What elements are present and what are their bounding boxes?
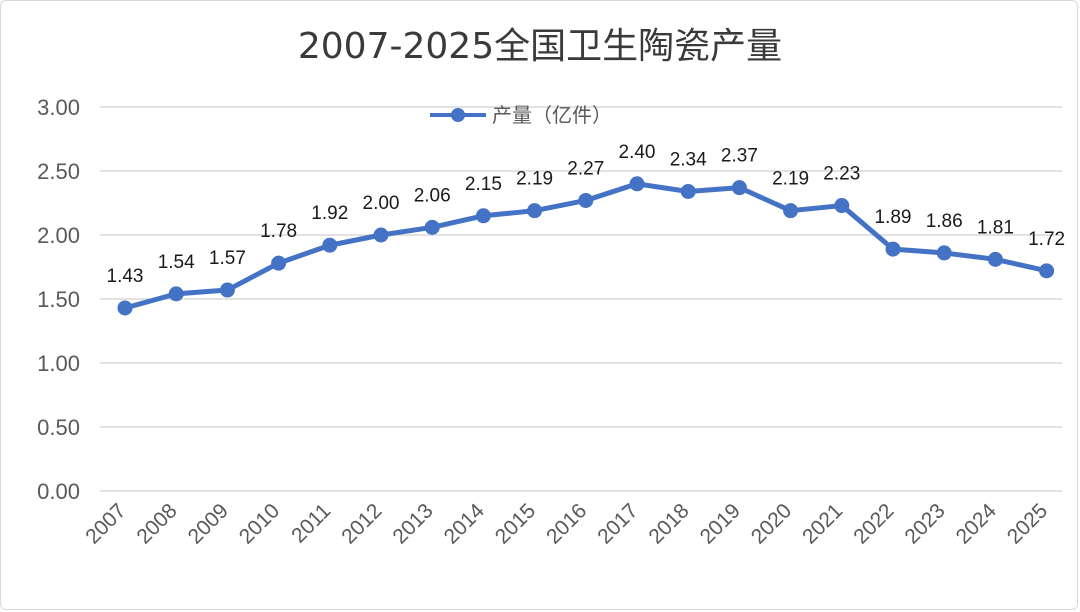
- x-tick-label: 2017: [593, 499, 642, 548]
- data-point: [527, 203, 543, 219]
- data-label: 1.86: [926, 211, 963, 232]
- data-label: 1.57: [209, 248, 246, 269]
- data-point: [578, 192, 594, 208]
- data-label: 2.06: [414, 185, 451, 206]
- x-tick-label: 2021: [798, 499, 847, 548]
- data-point: [219, 282, 235, 298]
- x-tick-label: 2013: [388, 499, 437, 548]
- data-label: 2.19: [772, 169, 809, 190]
- x-tick-label: 2015: [491, 499, 540, 548]
- data-point: [424, 219, 440, 235]
- y-tick-label: 2.50: [37, 159, 80, 184]
- y-tick-label: 1.50: [37, 287, 80, 312]
- x-tick-label: 2020: [747, 499, 796, 548]
- data-point: [680, 183, 696, 199]
- y-tick-label: 0.50: [37, 415, 80, 440]
- x-tick-label: 2014: [440, 499, 490, 549]
- x-tick-label: 2022: [849, 499, 898, 548]
- x-tick-label: 2024: [952, 499, 1002, 549]
- x-tick-label: 2011: [287, 499, 335, 547]
- data-point: [629, 176, 645, 192]
- data-label: 2.37: [721, 146, 758, 167]
- data-label: 2.40: [619, 142, 656, 163]
- x-tick-label: 2010: [235, 499, 284, 548]
- x-tick-label: 2009: [184, 499, 233, 548]
- data-point: [475, 208, 491, 224]
- data-label: 2.00: [363, 193, 400, 214]
- x-tick-label: 2016: [542, 499, 591, 548]
- data-point: [168, 286, 184, 302]
- data-point: [373, 227, 389, 243]
- y-tick-label: 1.00: [37, 351, 80, 376]
- data-label: 1.78: [260, 221, 297, 242]
- data-label: 1.92: [311, 203, 348, 224]
- data-label: 1.81: [977, 217, 1014, 238]
- data-point: [987, 251, 1003, 267]
- x-tick-label: 2018: [644, 499, 693, 548]
- data-label: 2.34: [670, 149, 707, 170]
- data-point: [271, 255, 287, 271]
- data-label: 1.89: [875, 207, 912, 228]
- x-tick-label: 2025: [1003, 499, 1052, 548]
- data-label: 1.43: [107, 266, 144, 287]
- data-point: [834, 198, 850, 214]
- data-label: 1.54: [158, 252, 195, 273]
- data-point: [322, 237, 338, 253]
- x-tick-label: 2008: [132, 499, 181, 548]
- data-label: 2.27: [567, 158, 604, 179]
- data-point: [885, 241, 901, 257]
- legend-dot-marker: [451, 108, 465, 122]
- series-layer: [117, 176, 1055, 316]
- y-axis-ticks: 0.00 0.50 1.00 1.50 2.00 2.50 3.00: [37, 95, 80, 504]
- y-tick-label: 3.00: [37, 95, 80, 120]
- data-label: 2.15: [465, 174, 502, 195]
- y-tick-label: 2.00: [37, 223, 80, 248]
- data-label: 2.23: [823, 164, 860, 185]
- x-tick-label: 2019: [696, 499, 745, 548]
- data-point: [731, 180, 747, 196]
- x-tick-label: 2023: [900, 499, 949, 548]
- x-axis-ticks: 2007 2008 2009 2010 2011 2012 2013 2014 2015 2016…: [81, 499, 1052, 549]
- data-point: [1039, 263, 1055, 279]
- legend-label: 产量（亿件）: [492, 103, 612, 127]
- data-point: [936, 245, 952, 261]
- data-point: [783, 203, 799, 219]
- gridlines: [100, 106, 1062, 492]
- data-label: 1.72: [1028, 229, 1065, 250]
- x-tick-label: 2012: [337, 499, 386, 548]
- data-labels: 1.43 1.54 1.57 1.78 1.92 2.00 2.06 2.15 2.19 2.27…: [107, 142, 1066, 287]
- data-label: 2.19: [516, 169, 553, 190]
- chart-title: 2007-2025全国卫生陶瓷产量: [298, 26, 782, 67]
- x-tick-label: 2007: [81, 499, 130, 548]
- legend: 产量（亿件）: [430, 103, 612, 127]
- y-tick-label: 0.00: [37, 479, 80, 504]
- data-point: [117, 300, 133, 316]
